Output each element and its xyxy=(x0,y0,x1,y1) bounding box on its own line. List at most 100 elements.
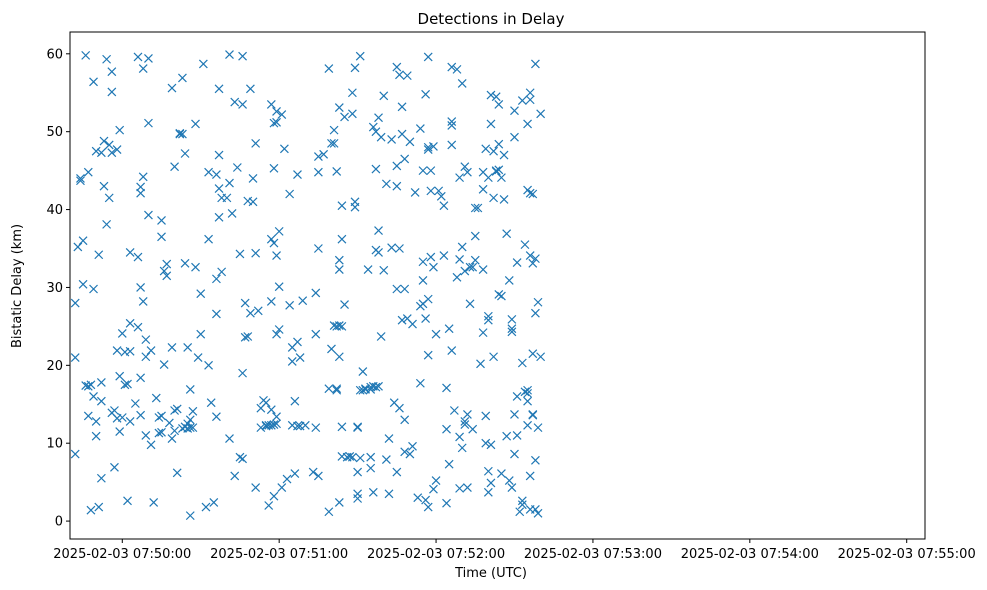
detection-point xyxy=(240,332,250,342)
detection-point xyxy=(332,166,342,176)
detection-point xyxy=(483,315,493,325)
detection-point xyxy=(337,201,347,211)
detection-point xyxy=(183,419,193,429)
detection-point xyxy=(107,87,117,97)
detection-point xyxy=(496,291,506,301)
detection-point xyxy=(269,420,279,429)
detection-point xyxy=(222,193,232,203)
detection-point xyxy=(272,107,281,116)
detection-point xyxy=(170,406,180,415)
plot-area xyxy=(69,31,926,540)
detection-point xyxy=(447,346,457,355)
detection-point xyxy=(494,165,504,175)
detection-point xyxy=(238,454,247,464)
detection-point xyxy=(392,161,402,171)
detection-point xyxy=(266,234,276,244)
detection-point xyxy=(245,308,255,318)
detection-point xyxy=(324,384,334,394)
detection-point xyxy=(117,413,127,422)
detection-point xyxy=(371,164,381,174)
detection-point xyxy=(334,255,344,265)
detection-point xyxy=(353,467,363,477)
detection-point xyxy=(269,118,279,128)
detection-point xyxy=(525,95,535,105)
detection-point xyxy=(157,216,166,225)
detection-point xyxy=(204,234,214,244)
detection-point xyxy=(313,152,323,162)
detection-point xyxy=(170,426,180,436)
detection-point xyxy=(525,88,535,98)
detection-point xyxy=(73,242,83,252)
detection-point xyxy=(162,259,172,269)
detection-point xyxy=(178,129,187,139)
detection-point xyxy=(530,254,540,264)
detection-point xyxy=(463,409,472,419)
detection-point xyxy=(130,399,140,408)
detection-point xyxy=(188,406,198,416)
detection-point xyxy=(102,54,112,64)
detection-point xyxy=(489,352,499,362)
detection-point xyxy=(170,162,180,172)
detection-point xyxy=(272,117,281,127)
detection-point xyxy=(334,321,344,331)
detection-point xyxy=(397,129,407,139)
detection-point xyxy=(243,332,253,341)
detection-point xyxy=(209,497,219,507)
detection-point xyxy=(272,412,281,422)
detection-point xyxy=(290,469,300,479)
detection-point xyxy=(293,337,302,347)
data-markers xyxy=(70,50,546,521)
detection-point xyxy=(83,381,93,391)
detection-point xyxy=(198,59,208,69)
detection-point xyxy=(138,297,148,306)
axes-frame xyxy=(69,31,926,540)
detection-point xyxy=(381,455,391,464)
detection-point xyxy=(313,167,323,177)
detection-point xyxy=(183,342,193,352)
detection-point xyxy=(408,319,417,329)
detection-point xyxy=(517,358,527,368)
detection-point xyxy=(133,322,143,332)
detection-point xyxy=(426,252,436,262)
detection-point xyxy=(191,119,200,129)
detection-point xyxy=(418,276,428,285)
x-axis-label: Time (UTC) xyxy=(454,566,527,581)
detection-point xyxy=(78,236,88,246)
detection-point xyxy=(384,434,394,443)
detection-point xyxy=(496,173,506,183)
detection-point xyxy=(89,77,98,87)
detection-point xyxy=(423,294,433,304)
detection-point xyxy=(104,140,114,150)
detection-point xyxy=(387,135,397,144)
detection-point xyxy=(191,262,200,272)
detection-point xyxy=(238,368,247,378)
detection-point xyxy=(99,181,109,191)
detection-point xyxy=(429,142,438,151)
detection-point xyxy=(460,266,470,276)
detection-point xyxy=(536,109,546,119)
y-tick-label: 10 xyxy=(46,437,63,452)
detection-point xyxy=(368,122,378,132)
detection-point xyxy=(96,473,106,483)
detection-point xyxy=(426,166,436,176)
detection-point xyxy=(272,419,281,429)
detection-point xyxy=(206,398,216,408)
detection-point xyxy=(439,251,449,260)
detection-point xyxy=(444,459,454,469)
detection-point xyxy=(204,167,214,177)
detection-point xyxy=(256,423,266,433)
x-axis-ticks: 2025-02-03 07:50:00 2025-02-03 07:51:00 20… xyxy=(53,539,976,562)
detection-point xyxy=(465,299,475,309)
detection-point xyxy=(149,497,159,507)
detection-point xyxy=(523,396,532,406)
detection-point xyxy=(313,244,323,253)
detection-point xyxy=(311,329,321,339)
y-tick-label: 60 xyxy=(46,47,63,62)
detection-point xyxy=(400,154,410,164)
detection-point xyxy=(525,471,535,481)
detection-point xyxy=(211,309,221,319)
detection-point xyxy=(245,84,255,94)
detection-point xyxy=(347,88,357,98)
detection-point xyxy=(112,346,122,355)
